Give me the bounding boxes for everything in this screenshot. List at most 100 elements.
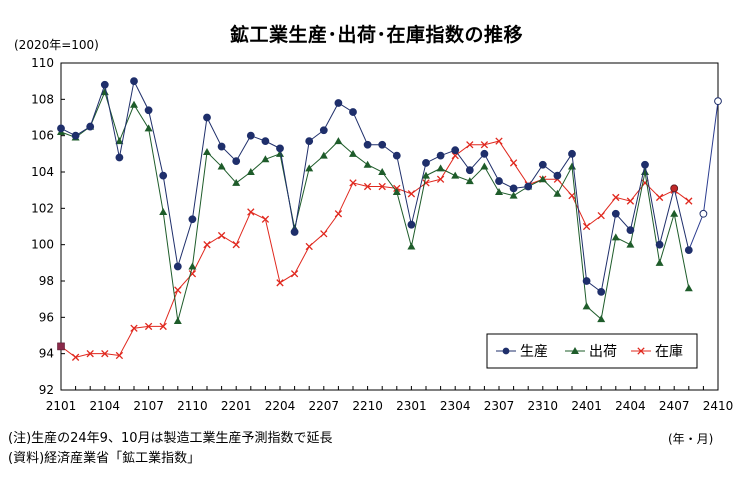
legend-marker (571, 347, 579, 354)
y-tick-label: 104 (31, 165, 54, 179)
data-point (159, 171, 168, 180)
data-point (597, 211, 605, 220)
data-point (655, 193, 664, 202)
legend-label: 生産 (520, 344, 548, 360)
data-point (86, 122, 95, 131)
data-point (378, 168, 387, 175)
data-point (597, 315, 606, 323)
data-point (568, 162, 576, 170)
data-point (203, 113, 211, 122)
data-point (495, 137, 503, 145)
data-point (422, 159, 430, 167)
footnote-source: (資料)経済産業省「鉱工業指数」 (8, 451, 201, 466)
legend-box (486, 333, 698, 369)
x-tick-label: 2401 (571, 399, 602, 413)
plot-border (60, 62, 719, 391)
data-point (130, 100, 138, 108)
data-point (670, 209, 679, 217)
y-axis: 92 94 96 98 100 102 104 106 108 110 (31, 56, 65, 397)
x-tick-label: 2201 (221, 399, 252, 413)
data-point (320, 230, 328, 238)
legend-marker (502, 347, 510, 355)
data-point (217, 142, 226, 151)
data-point (655, 258, 664, 266)
data-point (465, 166, 474, 175)
data-point (86, 350, 94, 358)
y-tick-label: 94 (39, 347, 54, 361)
data-point (524, 182, 533, 191)
y-tick-label: 108 (31, 92, 54, 106)
x-tick-label: 2307 (484, 399, 515, 413)
data-point (232, 178, 241, 186)
data-point (465, 177, 474, 185)
x-tick-label: 2101 (46, 399, 77, 413)
x-tick-label: 2204 (265, 399, 296, 413)
data-point (422, 171, 430, 179)
y-tick-label: 96 (39, 310, 54, 324)
y-tick-label: 106 (31, 129, 54, 143)
data-point (626, 240, 635, 248)
data-point (247, 208, 255, 216)
data-point (319, 126, 328, 135)
data-point (538, 175, 547, 183)
data-point (217, 162, 226, 170)
data-point (334, 137, 343, 145)
x-tick-label: 2104 (90, 399, 121, 413)
data-point (407, 190, 416, 198)
y-tick-label: 110 (31, 56, 54, 70)
data-point (685, 197, 693, 205)
data-point (626, 226, 635, 235)
data-point (553, 189, 562, 197)
y-tick-label: 98 (39, 274, 54, 288)
data-point (363, 160, 372, 168)
data-point (115, 351, 124, 360)
data-point (582, 222, 591, 231)
data-point (509, 191, 518, 199)
y-tick-label: 92 (39, 383, 54, 397)
data-point (480, 162, 489, 170)
data-point (174, 286, 182, 294)
data-point (246, 131, 255, 140)
data-point (232, 157, 241, 166)
data-point (436, 151, 445, 160)
data-point (611, 233, 620, 241)
data-point (392, 187, 401, 195)
legend-label: 出荷 (589, 344, 617, 360)
data-point (684, 246, 693, 255)
data-point (582, 277, 591, 285)
x-tick-label: 2107 (133, 399, 164, 413)
data-point (188, 262, 197, 270)
data-point (305, 242, 313, 251)
data-point (173, 262, 182, 271)
series-line (60, 140, 690, 358)
x-tick-label: 2207 (309, 399, 340, 413)
data-point (144, 124, 153, 132)
data-point (188, 215, 197, 224)
data-point (305, 137, 314, 146)
data-point (451, 146, 460, 155)
data-point (305, 164, 314, 172)
data-point (159, 322, 167, 331)
x-tick-label: 2301 (396, 399, 427, 413)
data-point (480, 149, 489, 158)
x-axis: 2101 2104 2107 2110 2201 2204 2207 2210 2301 2304… (46, 386, 733, 413)
data-point (349, 149, 357, 157)
data-point (334, 99, 343, 107)
footnote-note: (注)生産の24年9、10月は製造工業生産予測指数で延長 (8, 431, 333, 446)
data-point (436, 175, 445, 183)
data-point (276, 144, 284, 153)
data-point (611, 209, 620, 218)
data-point (232, 241, 240, 249)
data-point (582, 302, 591, 310)
data-point (101, 350, 109, 358)
data-point (509, 184, 518, 193)
data-point (480, 141, 489, 149)
data-point (115, 153, 124, 162)
data-point (378, 140, 387, 149)
data-point (57, 342, 65, 351)
data-point (290, 228, 299, 236)
chart-title: 鉱工業生産･出荷･在庫指数の推移 (229, 24, 523, 46)
data-point (451, 171, 460, 179)
forecast-point (699, 209, 708, 218)
